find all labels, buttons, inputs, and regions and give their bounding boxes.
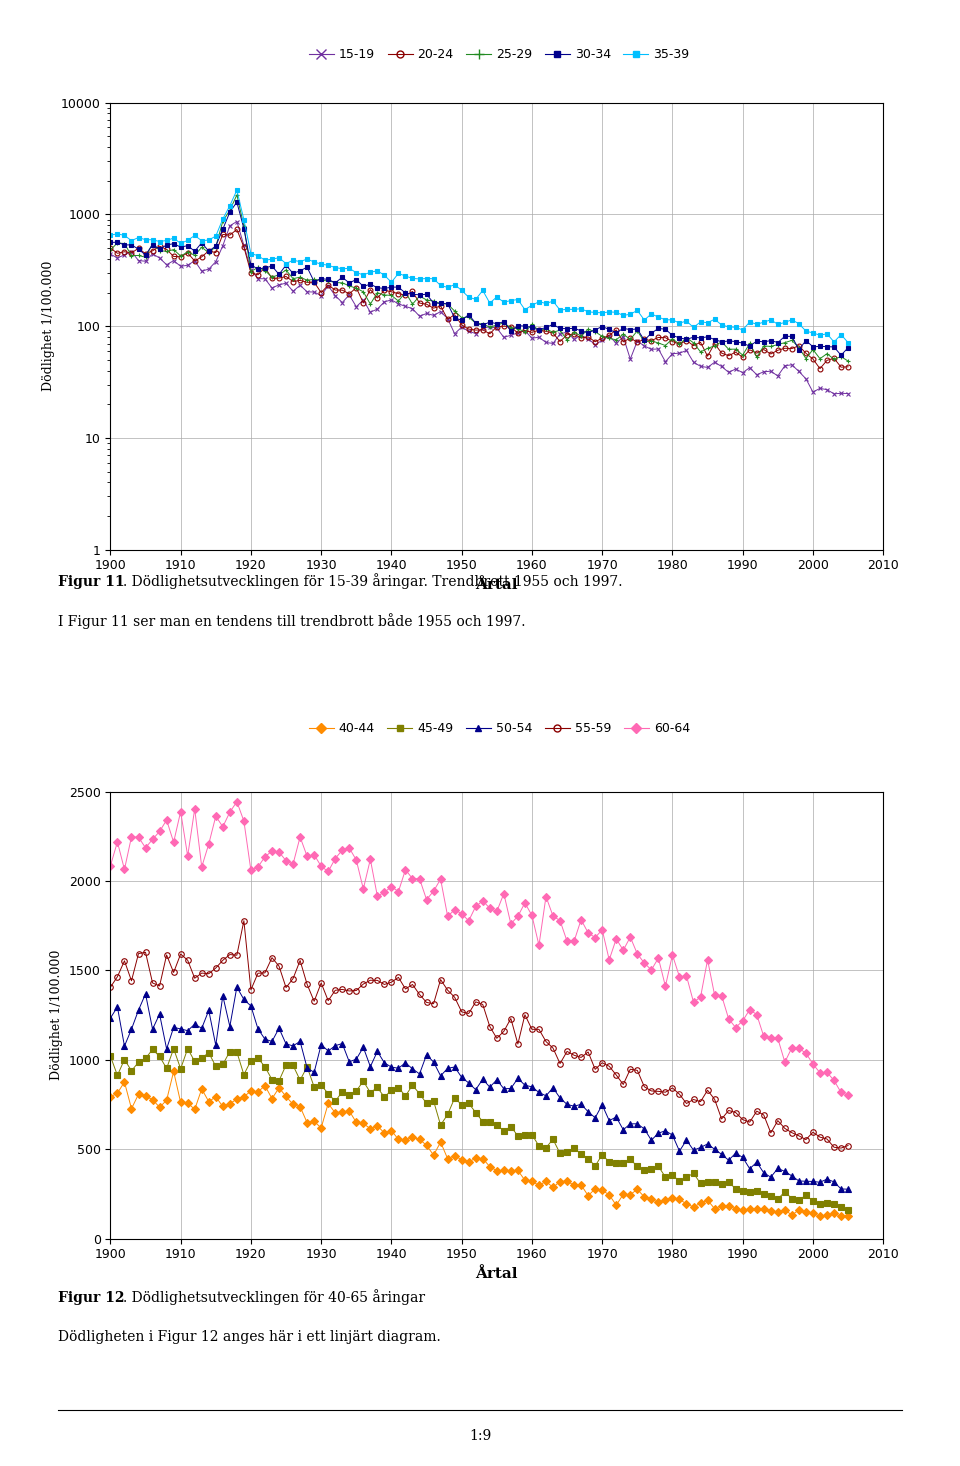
X-axis label: Årtal: Årtal: [475, 578, 518, 592]
Text: I Figur 11 ser man en tendens till trendbrott både 1955 och 1997.: I Figur 11 ser man en tendens till trend…: [58, 613, 525, 629]
Legend: 15-19, 20-24, 25-29, 30-34, 35-39: 15-19, 20-24, 25-29, 30-34, 35-39: [304, 43, 694, 66]
Text: . Dödlighetsutvecklingen för 15-39 åringar. Trendbrott 1955 och 1997.: . Dödlighetsutvecklingen för 15-39 åring…: [123, 573, 622, 589]
Legend: 40-44, 45-49, 50-54, 55-59, 60-64: 40-44, 45-49, 50-54, 55-59, 60-64: [303, 717, 695, 740]
Text: . Dödlighetsutvecklingen för 40-65 åringar: . Dödlighetsutvecklingen för 40-65 åring…: [123, 1289, 425, 1305]
Text: Figur 11: Figur 11: [58, 575, 124, 589]
Text: 1:9: 1:9: [468, 1428, 492, 1443]
Text: Figur 12: Figur 12: [58, 1290, 124, 1305]
Text: Dödligheten i Figur 12 anges här i ett linjärt diagram.: Dödligheten i Figur 12 anges här i ett l…: [58, 1330, 441, 1344]
Y-axis label: Dödlighet 1/100.000: Dödlighet 1/100.000: [42, 261, 56, 391]
X-axis label: Årtal: Årtal: [475, 1267, 518, 1281]
Y-axis label: Dödlighet 1/100.000: Dödlighet 1/100.000: [50, 950, 63, 1080]
